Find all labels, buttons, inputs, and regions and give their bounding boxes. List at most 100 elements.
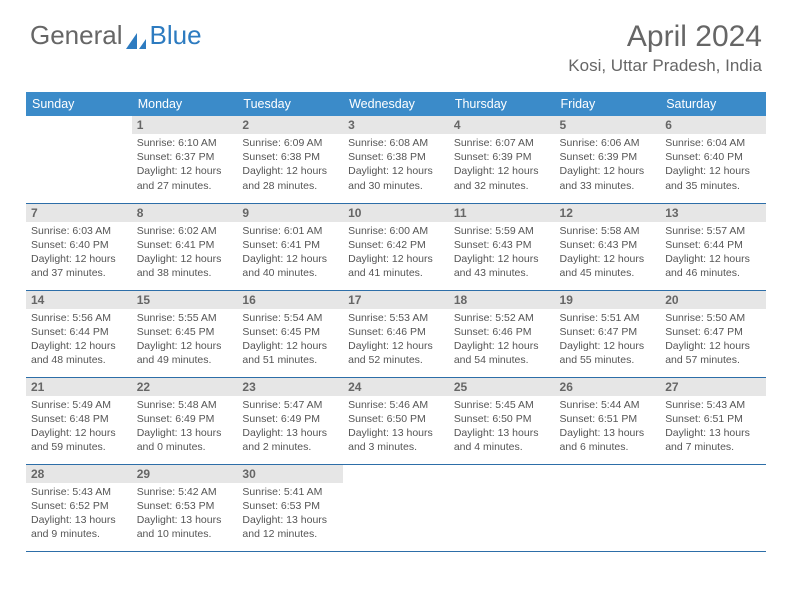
day-header: Sunday: [26, 92, 132, 116]
daylight-text: Daylight: 12 hours and 27 minutes.: [137, 164, 233, 192]
calendar-cell: 16Sunrise: 5:54 AMSunset: 6:45 PMDayligh…: [237, 290, 343, 377]
calendar-cell: 27Sunrise: 5:43 AMSunset: 6:51 PMDayligh…: [660, 377, 766, 464]
calendar-cell: 29Sunrise: 5:42 AMSunset: 6:53 PMDayligh…: [132, 464, 238, 551]
sunset-text: Sunset: 6:46 PM: [348, 325, 444, 339]
sunrise-text: Sunrise: 6:02 AM: [137, 224, 233, 238]
sunset-text: Sunset: 6:41 PM: [137, 238, 233, 252]
day-header: Tuesday: [237, 92, 343, 116]
daylight-text: Daylight: 12 hours and 32 minutes.: [454, 164, 550, 192]
date-number: 20: [660, 291, 766, 309]
sunrise-text: Sunrise: 6:08 AM: [348, 136, 444, 150]
sunrise-text: Sunrise: 5:44 AM: [560, 398, 656, 412]
day-header: Saturday: [660, 92, 766, 116]
calendar-cell: 20Sunrise: 5:50 AMSunset: 6:47 PMDayligh…: [660, 290, 766, 377]
day-info: Sunrise: 5:51 AMSunset: 6:47 PMDaylight:…: [555, 309, 661, 370]
date-number: 3: [343, 116, 449, 134]
calendar-cell: 10Sunrise: 6:00 AMSunset: 6:42 PMDayligh…: [343, 203, 449, 290]
day-info: Sunrise: 5:53 AMSunset: 6:46 PMDaylight:…: [343, 309, 449, 370]
day-info: Sunrise: 5:45 AMSunset: 6:50 PMDaylight:…: [449, 396, 555, 457]
calendar-table: SundayMondayTuesdayWednesdayThursdayFrid…: [26, 92, 766, 552]
sunrise-text: Sunrise: 5:59 AM: [454, 224, 550, 238]
sail-icon: [126, 27, 148, 45]
date-number: 18: [449, 291, 555, 309]
day-info: Sunrise: 6:10 AMSunset: 6:37 PMDaylight:…: [132, 134, 238, 195]
sunrise-text: Sunrise: 5:52 AM: [454, 311, 550, 325]
date-number: 14: [26, 291, 132, 309]
calendar-cell: 30Sunrise: 5:41 AMSunset: 6:53 PMDayligh…: [237, 464, 343, 551]
day-info: Sunrise: 5:48 AMSunset: 6:49 PMDaylight:…: [132, 396, 238, 457]
day-info: Sunrise: 6:02 AMSunset: 6:41 PMDaylight:…: [132, 222, 238, 283]
daylight-text: Daylight: 12 hours and 51 minutes.: [242, 339, 338, 367]
daylight-text: Daylight: 12 hours and 55 minutes.: [560, 339, 656, 367]
daylight-text: Daylight: 12 hours and 59 minutes.: [31, 426, 127, 454]
date-number: 12: [555, 204, 661, 222]
month-title: April 2024: [568, 20, 762, 54]
daylight-text: Daylight: 12 hours and 40 minutes.: [242, 252, 338, 280]
sunset-text: Sunset: 6:53 PM: [137, 499, 233, 513]
sunrise-text: Sunrise: 5:50 AM: [665, 311, 761, 325]
week-row: 21Sunrise: 5:49 AMSunset: 6:48 PMDayligh…: [26, 377, 766, 464]
sunrise-text: Sunrise: 6:03 AM: [31, 224, 127, 238]
daylight-text: Daylight: 13 hours and 4 minutes.: [454, 426, 550, 454]
sunset-text: Sunset: 6:49 PM: [137, 412, 233, 426]
day-header: Thursday: [449, 92, 555, 116]
sunset-text: Sunset: 6:39 PM: [560, 150, 656, 164]
daylight-text: Daylight: 13 hours and 6 minutes.: [560, 426, 656, 454]
page-header: General Blue April 2024 Kosi, Uttar Prad…: [0, 0, 792, 84]
sunset-text: Sunset: 6:45 PM: [242, 325, 338, 339]
sunset-text: Sunset: 6:39 PM: [454, 150, 550, 164]
daylight-text: Daylight: 12 hours and 37 minutes.: [31, 252, 127, 280]
daylight-text: Daylight: 12 hours and 43 minutes.: [454, 252, 550, 280]
daylight-text: Daylight: 12 hours and 28 minutes.: [242, 164, 338, 192]
sunset-text: Sunset: 6:49 PM: [242, 412, 338, 426]
daylight-text: Daylight: 12 hours and 54 minutes.: [454, 339, 550, 367]
logo: General Blue: [30, 20, 202, 51]
calendar-cell: [26, 116, 132, 203]
daylight-text: Daylight: 12 hours and 38 minutes.: [137, 252, 233, 280]
calendar-cell: 8Sunrise: 6:02 AMSunset: 6:41 PMDaylight…: [132, 203, 238, 290]
week-row: 14Sunrise: 5:56 AMSunset: 6:44 PMDayligh…: [26, 290, 766, 377]
calendar-cell: 28Sunrise: 5:43 AMSunset: 6:52 PMDayligh…: [26, 464, 132, 551]
day-info: Sunrise: 5:47 AMSunset: 6:49 PMDaylight:…: [237, 396, 343, 457]
sunrise-text: Sunrise: 5:56 AM: [31, 311, 127, 325]
date-number: 15: [132, 291, 238, 309]
calendar-cell: [343, 464, 449, 551]
sunset-text: Sunset: 6:45 PM: [137, 325, 233, 339]
sunset-text: Sunset: 6:37 PM: [137, 150, 233, 164]
sunrise-text: Sunrise: 5:51 AM: [560, 311, 656, 325]
sunset-text: Sunset: 6:40 PM: [31, 238, 127, 252]
calendar-cell: 1Sunrise: 6:10 AMSunset: 6:37 PMDaylight…: [132, 116, 238, 203]
logo-text-blue: Blue: [150, 20, 202, 51]
day-info: Sunrise: 5:46 AMSunset: 6:50 PMDaylight:…: [343, 396, 449, 457]
date-number: 6: [660, 116, 766, 134]
day-info: Sunrise: 5:59 AMSunset: 6:43 PMDaylight:…: [449, 222, 555, 283]
logo-text-general: General: [30, 20, 123, 51]
calendar-cell: 21Sunrise: 5:49 AMSunset: 6:48 PMDayligh…: [26, 377, 132, 464]
week-row: 7Sunrise: 6:03 AMSunset: 6:40 PMDaylight…: [26, 203, 766, 290]
sunrise-text: Sunrise: 6:06 AM: [560, 136, 656, 150]
calendar-cell: 17Sunrise: 5:53 AMSunset: 6:46 PMDayligh…: [343, 290, 449, 377]
sunrise-text: Sunrise: 5:43 AM: [665, 398, 761, 412]
calendar-cell: 11Sunrise: 5:59 AMSunset: 6:43 PMDayligh…: [449, 203, 555, 290]
sunrise-text: Sunrise: 5:43 AM: [31, 485, 127, 499]
daylight-text: Daylight: 12 hours and 30 minutes.: [348, 164, 444, 192]
calendar-cell: 4Sunrise: 6:07 AMSunset: 6:39 PMDaylight…: [449, 116, 555, 203]
sunrise-text: Sunrise: 6:09 AM: [242, 136, 338, 150]
sunrise-text: Sunrise: 6:00 AM: [348, 224, 444, 238]
daylight-text: Daylight: 12 hours and 41 minutes.: [348, 252, 444, 280]
calendar-cell: [660, 464, 766, 551]
sunrise-text: Sunrise: 5:54 AM: [242, 311, 338, 325]
daylight-text: Daylight: 12 hours and 33 minutes.: [560, 164, 656, 192]
day-info: Sunrise: 5:50 AMSunset: 6:47 PMDaylight:…: [660, 309, 766, 370]
daylight-text: Daylight: 13 hours and 0 minutes.: [137, 426, 233, 454]
daylight-text: Daylight: 13 hours and 9 minutes.: [31, 513, 127, 541]
sunset-text: Sunset: 6:41 PM: [242, 238, 338, 252]
sunset-text: Sunset: 6:48 PM: [31, 412, 127, 426]
date-number: [660, 465, 766, 482]
calendar-cell: 5Sunrise: 6:06 AMSunset: 6:39 PMDaylight…: [555, 116, 661, 203]
sunrise-text: Sunrise: 5:45 AM: [454, 398, 550, 412]
day-info: Sunrise: 5:55 AMSunset: 6:45 PMDaylight:…: [132, 309, 238, 370]
date-number: 8: [132, 204, 238, 222]
sunrise-text: Sunrise: 6:01 AM: [242, 224, 338, 238]
daylight-text: Daylight: 13 hours and 10 minutes.: [137, 513, 233, 541]
